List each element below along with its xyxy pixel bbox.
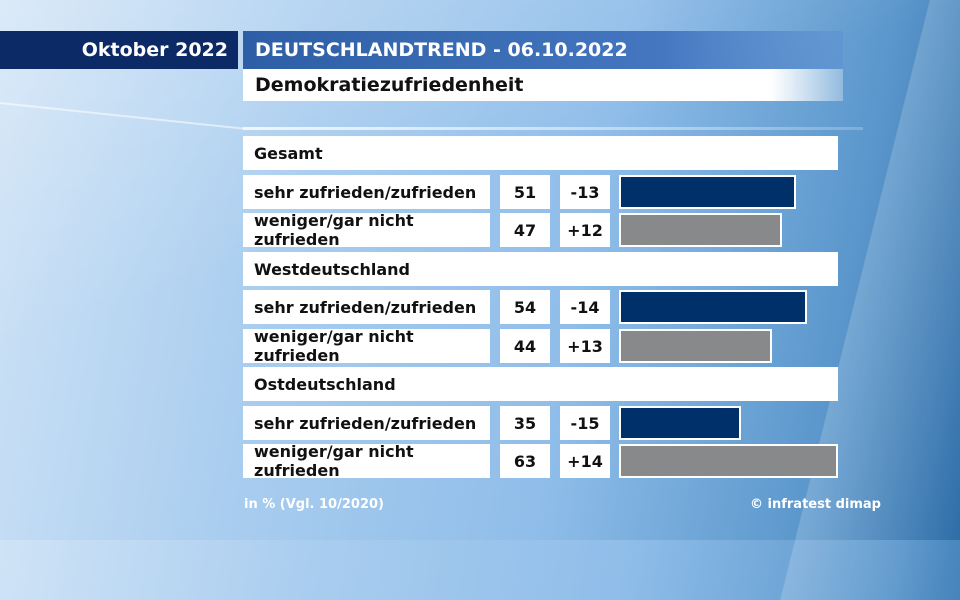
group-header: Westdeutschland [243,252,838,286]
bar [619,329,772,363]
chart-subtitle: Demokratiezufriedenheit [243,69,843,101]
row-change: -14 [560,290,610,324]
chart-title: DEUTSCHLANDTREND - 06.10.2022 [243,31,843,69]
bar [619,290,807,324]
row-label: sehr zufrieden/zufrieden [243,175,490,209]
source-credit: © infratest dimap [750,497,881,512]
row-label: weniger/gar nicht zufrieden [243,327,490,365]
row-label: weniger/gar nicht zufrieden [243,442,490,480]
row-label: sehr zufrieden/zufrieden [243,406,490,440]
row-label: sehr zufrieden/zufrieden [243,290,490,324]
row-value: 47 [500,213,550,247]
row-label: weniger/gar nicht zufrieden [243,211,490,249]
row-change: -13 [560,175,610,209]
divider-line [243,127,863,130]
background-line [0,102,244,130]
bar [619,444,838,478]
bar [619,175,796,209]
footnote: in % (Vgl. 10/2020) [244,497,384,512]
row-value: 54 [500,290,550,324]
row-value: 63 [500,444,550,478]
row-change: +14 [560,444,610,478]
row-value: 51 [500,175,550,209]
month-label: Oktober 2022 [0,31,238,69]
row-change: +13 [560,329,610,363]
row-value: 44 [500,329,550,363]
row-change: +12 [560,213,610,247]
group-header: Ostdeutschland [243,367,838,401]
group-header: Gesamt [243,136,838,170]
bar [619,406,741,440]
row-change: -15 [560,406,610,440]
row-value: 35 [500,406,550,440]
bar [619,213,782,247]
